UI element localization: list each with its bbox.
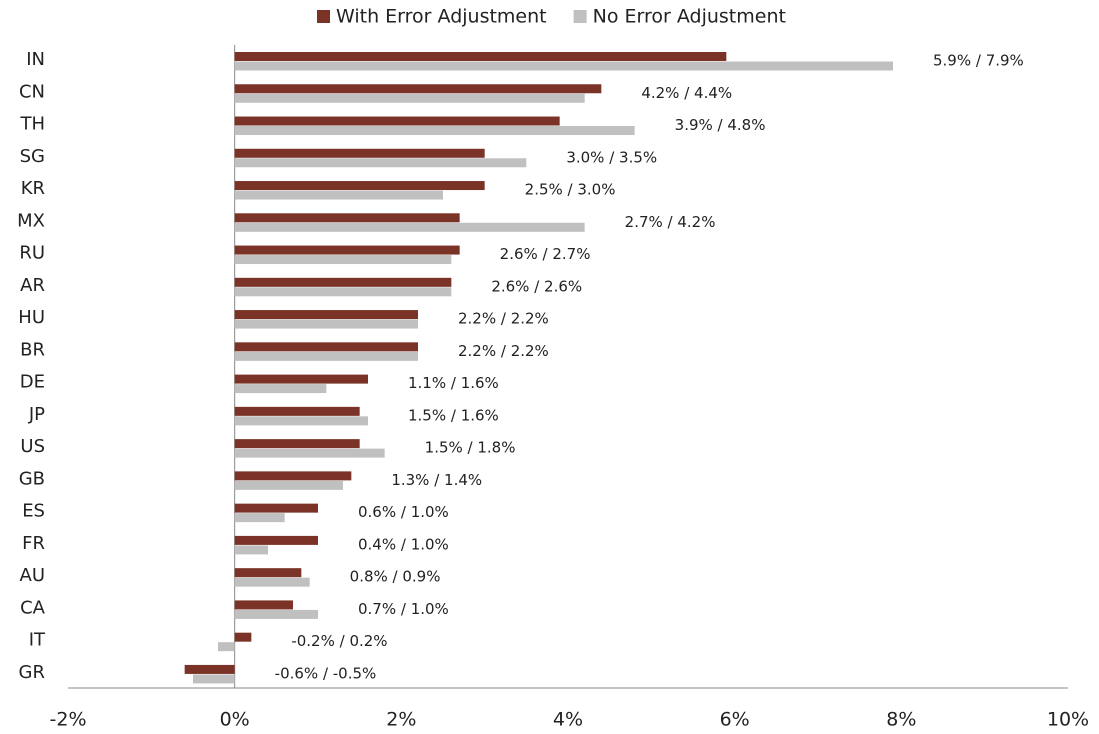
bar: [234, 374, 368, 384]
bar-label: 2.2% / 2.2%: [458, 342, 549, 360]
bar: [234, 310, 418, 320]
y-tick-label: GB: [19, 468, 45, 489]
bar-label: 3.0% / 3.5%: [566, 148, 657, 166]
y-tick-label: US: [20, 436, 45, 457]
y-tick-label: DE: [20, 372, 45, 393]
bar: [234, 439, 360, 449]
bar: [234, 116, 560, 126]
bar-label: -0.2% / 0.2%: [291, 632, 387, 650]
bar: [234, 535, 318, 545]
bar: [234, 52, 727, 61]
bar: [234, 158, 527, 168]
y-tick-label: BR: [20, 339, 45, 360]
bar: [184, 664, 235, 674]
bar: [234, 255, 452, 265]
y-tick-label: IT: [29, 630, 46, 651]
x-tick-label: 2%: [386, 709, 416, 731]
bar-label: 4.2% / 4.4%: [641, 84, 732, 102]
bar: [234, 471, 352, 481]
legend-label: With Error Adjustment: [336, 6, 547, 28]
bar: [234, 342, 418, 352]
bar: [234, 513, 285, 523]
y-tick-label: KR: [21, 178, 45, 199]
bar: [234, 600, 293, 610]
bar-label: 0.4% / 1.0%: [358, 535, 449, 553]
bar-label: 1.5% / 1.6%: [408, 406, 499, 424]
bar: [234, 545, 268, 555]
bar: [218, 642, 235, 652]
bar: [234, 406, 360, 416]
y-tick-label: JP: [28, 404, 45, 425]
y-tick-label: CN: [19, 81, 45, 102]
y-tick-label: RU: [19, 243, 45, 264]
legend-label: No Error Adjustment: [593, 6, 786, 28]
bar: [234, 181, 485, 191]
y-tick-label: MX: [17, 210, 45, 231]
bar: [234, 213, 460, 223]
legend-swatch: [317, 10, 330, 23]
y-tick-label: FR: [22, 533, 45, 554]
x-tick-label: 0%: [220, 709, 250, 731]
bar: [234, 287, 452, 297]
bar: [234, 93, 585, 103]
bar: [234, 148, 485, 158]
bar: [234, 245, 460, 255]
bar-label: 2.2% / 2.2%: [458, 310, 549, 328]
y-tick-label: HU: [18, 307, 45, 328]
bar-label: -0.6% / -0.5%: [275, 664, 377, 682]
bar: [234, 448, 385, 458]
x-tick-label: 8%: [886, 709, 916, 731]
bar-label: 1.1% / 1.6%: [408, 374, 499, 392]
x-tick-label: 4%: [553, 709, 583, 731]
bar-label: 2.6% / 2.6%: [491, 277, 582, 295]
y-tick-label: IN: [26, 49, 45, 70]
bar-label: 5.9% / 7.9%: [933, 52, 1024, 70]
y-tick-label: TH: [19, 114, 45, 135]
x-tick-label: -2%: [50, 709, 87, 731]
bar: [234, 503, 318, 513]
bar-label: 2.5% / 3.0%: [525, 181, 616, 199]
bar: [234, 319, 418, 329]
bar: [234, 632, 252, 642]
bar-label: 0.7% / 1.0%: [358, 600, 449, 618]
bar: [234, 577, 310, 587]
bar: [234, 190, 443, 200]
y-tick-label: AU: [20, 565, 46, 586]
bar: [234, 351, 418, 361]
bar: [234, 568, 302, 578]
y-tick-label: GR: [19, 662, 45, 683]
legend-swatch: [573, 10, 587, 23]
x-tick-label: 6%: [720, 709, 750, 731]
bar: [234, 84, 602, 94]
bar-label: 2.6% / 2.7%: [500, 245, 591, 263]
y-tick-label: ES: [22, 501, 45, 522]
bar: [234, 480, 343, 490]
bar: [234, 222, 585, 232]
bar-label: 1.5% / 1.8%: [425, 439, 516, 457]
bar: [234, 61, 893, 71]
bar: [234, 609, 318, 619]
bar-label: 0.8% / 0.9%: [350, 568, 441, 586]
y-tick-label: SG: [20, 146, 45, 167]
bar-label: 3.9% / 4.8%: [675, 116, 766, 134]
bar: [193, 674, 235, 684]
bar: [234, 277, 452, 287]
y-tick-label: CA: [20, 597, 46, 618]
bar-label: 0.6% / 1.0%: [358, 503, 449, 521]
x-tick-label: 10%: [1047, 709, 1089, 731]
bar-label: 2.7% / 4.2%: [625, 213, 716, 231]
bar: [234, 384, 327, 394]
y-tick-label: AR: [20, 275, 45, 296]
bar: [234, 126, 635, 136]
bar-label: 1.3% / 1.4%: [391, 471, 482, 489]
bar: [234, 416, 368, 426]
